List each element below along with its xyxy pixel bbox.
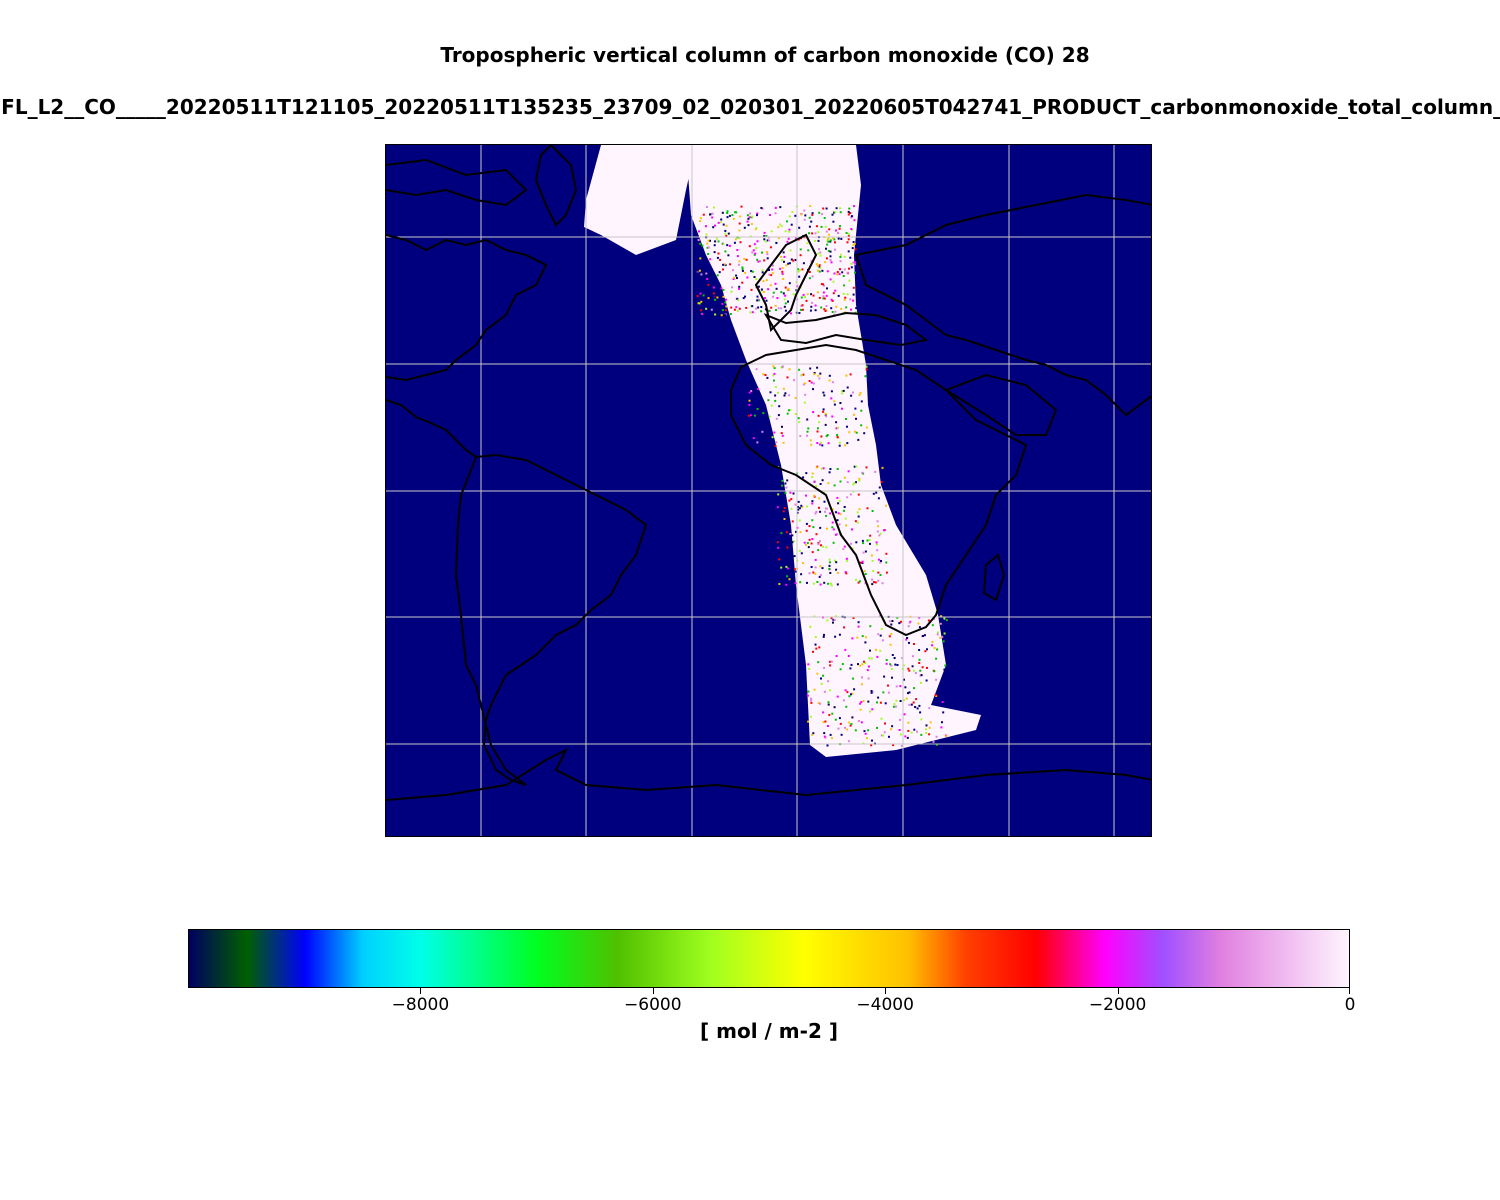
coastline-asia [854, 193, 1151, 417]
colorbar-tick-label: −4000 [856, 995, 914, 1015]
colorbar [188, 929, 1350, 988]
coastline-arctic-islands [386, 158, 528, 207]
colorbar-tick-label: −6000 [624, 995, 682, 1015]
swath-main-strip [686, 145, 981, 757]
gridlines [386, 145, 1151, 836]
colorbar-label: [ mol / m-2 ] [700, 1019, 838, 1043]
colorbar-tick-label: −8000 [391, 995, 450, 1015]
coastline-antarctica [386, 747, 1151, 801]
colorbar-tick-label: −2000 [1088, 995, 1147, 1015]
coastline-africa [730, 343, 1028, 637]
coastline-arabia [943, 373, 1058, 436]
coastline-north-america [386, 234, 548, 382]
coastline-central-america [386, 399, 477, 458]
colorbar-tick [420, 988, 422, 994]
colorbar-tick-label: 0 [1344, 995, 1356, 1015]
coastline-madagascar [982, 553, 1006, 602]
map-panel [385, 144, 1152, 837]
swath-speckle [696, 205, 948, 747]
coastline-south-america [454, 453, 648, 786]
colorbar-tick [1117, 988, 1119, 994]
swath-north-arc [584, 145, 696, 255]
map-canvas [386, 145, 1151, 836]
colorbar-tick [652, 988, 654, 994]
coastlines [386, 145, 1151, 801]
swath [584, 145, 981, 757]
colorbar-tick [885, 988, 887, 994]
coastline-mediterranean [763, 311, 929, 347]
colorbar-gradient [189, 930, 1349, 987]
colorbar-tick [1349, 988, 1350, 994]
coastline-greenland [534, 145, 578, 227]
chart-subtitle-filename: S5P_OFFL_L2__CO_____20220511T121105_2022… [0, 95, 1500, 119]
coastline-europe [754, 233, 818, 333]
chart-title: Tropospheric vertical column of carbon m… [440, 43, 1090, 67]
